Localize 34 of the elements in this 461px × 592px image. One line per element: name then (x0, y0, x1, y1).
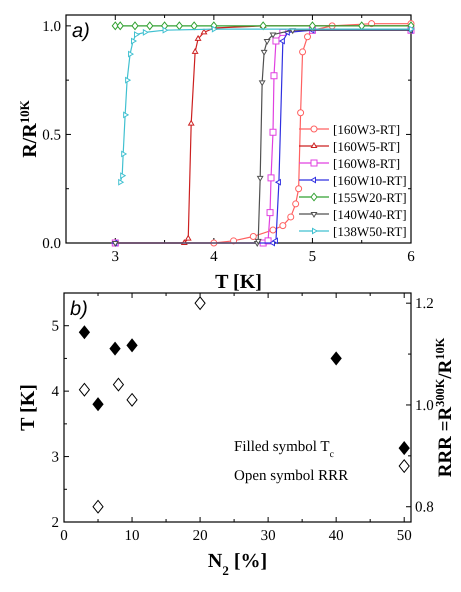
annotation: Filled symbol T$_{c}$ (234, 439, 335, 460)
legend-label: [160W5-RT] (333, 139, 400, 154)
chart-title: b) (70, 298, 88, 320)
legend-label: [160W8-RT] (333, 156, 400, 171)
legend-label: [160W3-RT] (333, 122, 400, 137)
x-tick-label: 10 (124, 528, 140, 544)
x-tick-label: 4 (210, 249, 218, 265)
x-tick-label: 0 (60, 528, 68, 544)
y2-tick-label: 1.2 (415, 296, 434, 312)
y-axis-title: T [K] (17, 384, 39, 431)
annotation: Open symbol RRR (234, 468, 348, 484)
x-tick-label: 50 (396, 528, 412, 544)
y2-tick-label: 0.8 (415, 500, 434, 516)
y-tick-label: 4 (52, 384, 60, 400)
x-tick-label: 30 (260, 528, 276, 544)
y-tick-label: 5 (52, 318, 59, 335)
y-tick-label: 2 (52, 515, 59, 531)
y2-tick-label: 1.0 (415, 398, 434, 414)
x-axis-title: T [K] (215, 271, 262, 293)
x-axis-title: N$_{2}$ [%] (208, 550, 268, 578)
legend-label: [140W40-RT] (333, 207, 407, 222)
x-tick-label: 20 (192, 528, 208, 544)
legend-label: [138W50-RT] (333, 224, 407, 239)
y-tick-label: 3 (52, 450, 59, 466)
x-tick-label: 5 (308, 249, 316, 265)
x-tick-label: 3 (112, 249, 120, 265)
y-tick-label: 0.5 (42, 127, 61, 144)
legend-label: [160W10-RT] (333, 173, 407, 188)
chart-title: a) (72, 20, 90, 42)
y-tick-label: 0.0 (42, 236, 61, 252)
y-tick-label: 1.0 (42, 18, 61, 35)
x-tick-label: 40 (328, 528, 344, 544)
x-tick-label: 6 (407, 249, 416, 265)
legend-label: [155W20-RT] (333, 190, 407, 205)
